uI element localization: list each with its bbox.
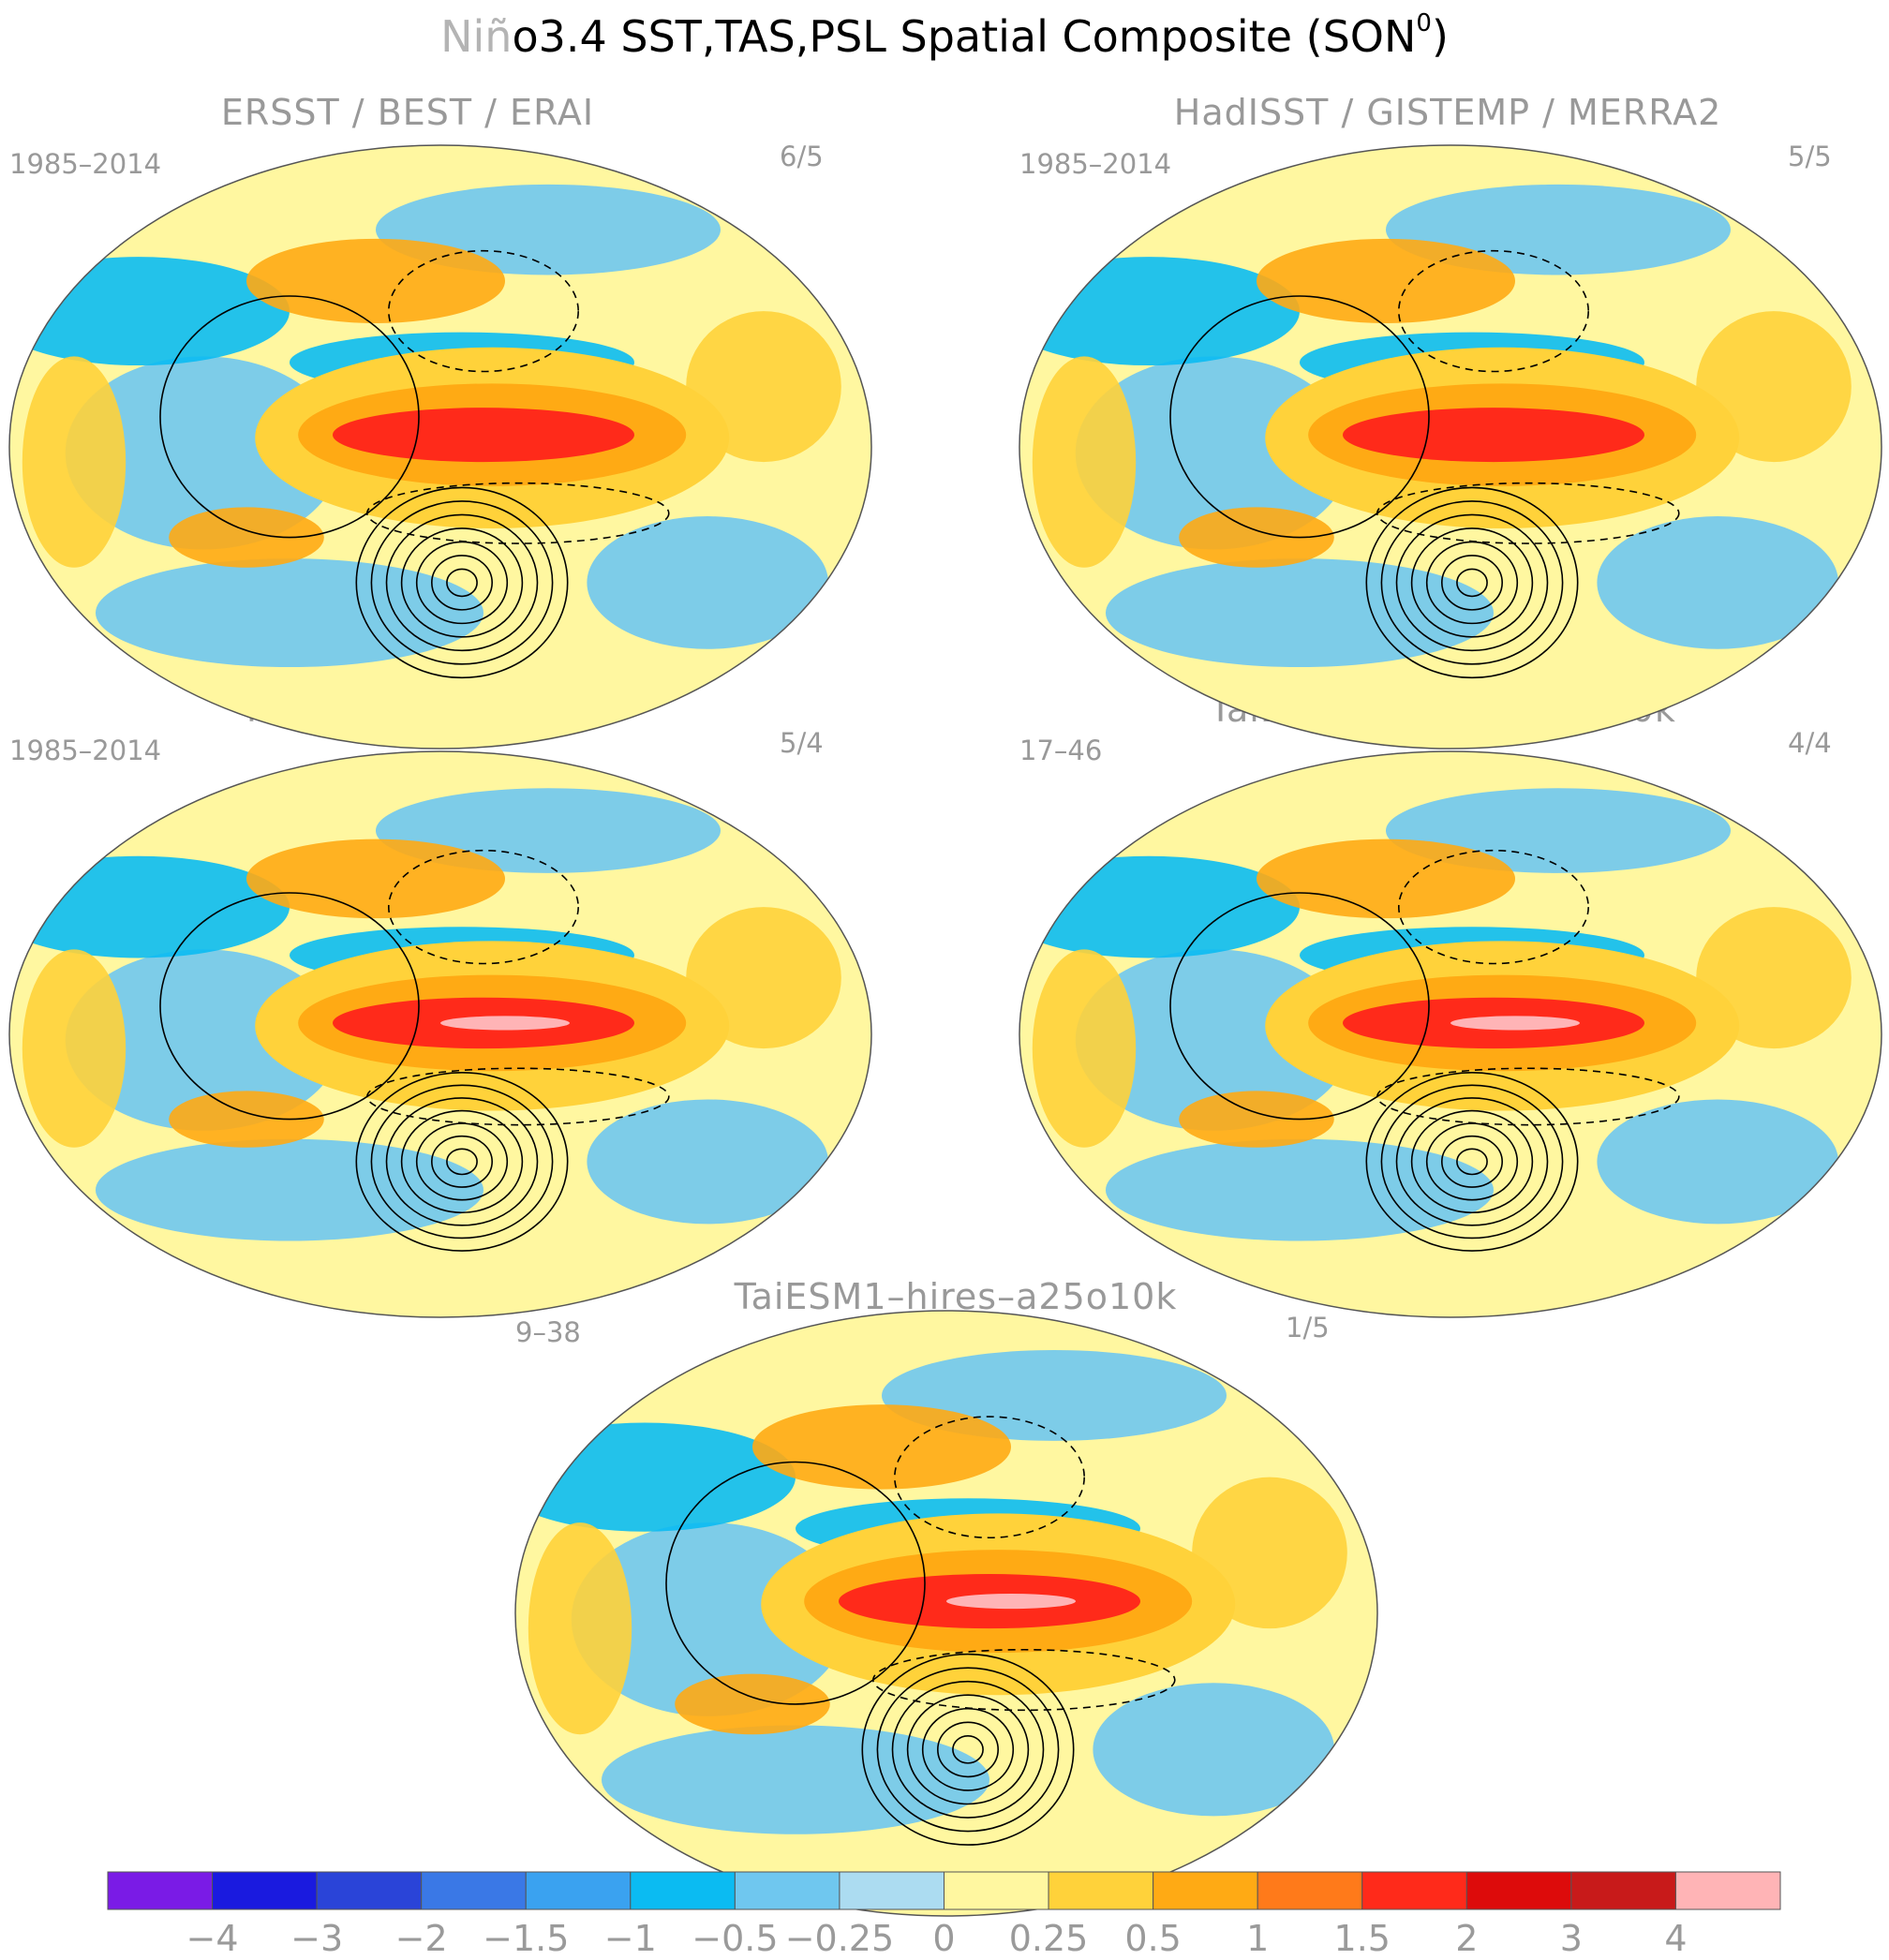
- colorbar-swatch: [212, 1871, 318, 1910]
- colorbar-tick-label: −2: [395, 1918, 448, 1959]
- colorbar-tick-label: −0.25: [785, 1918, 894, 1959]
- map-panel-4: [1019, 751, 1882, 1317]
- colorbar-tick-label: 4: [1664, 1918, 1687, 1959]
- panel-5-years: 9–38: [515, 1316, 581, 1348]
- colorbar-swatch: [944, 1871, 1049, 1910]
- colorbar-tick-label: 3: [1560, 1918, 1583, 1959]
- colorbar-swatch: [1570, 1871, 1676, 1910]
- colorbar-swatch: [525, 1871, 632, 1910]
- colorbar-swatch: [1257, 1871, 1363, 1910]
- panel-1-count: 6/5: [780, 141, 824, 172]
- map-panel-2: [1019, 145, 1882, 749]
- map-outline: [8, 750, 872, 1318]
- colorbar-swatch: [1048, 1871, 1154, 1910]
- map-panel-3: [9, 751, 871, 1317]
- colorbar-swatch: [734, 1871, 840, 1910]
- colorbar-tick-label: −1: [604, 1918, 657, 1959]
- map-outline: [1019, 750, 1882, 1318]
- colorbar-tick-label: 0.25: [1009, 1918, 1089, 1959]
- panel-1-title: ERSST / BEST / ERAI: [220, 92, 595, 133]
- colorbar-tick-label: −4: [186, 1918, 239, 1959]
- panel-2-years: 1985–2014: [1019, 148, 1172, 180]
- panel-5-count: 1/5: [1286, 1312, 1330, 1344]
- colorbar-tick-label: 2: [1455, 1918, 1478, 1959]
- main-title: Niño3.4 SST,TAS,PSL Spatial Composite (S…: [440, 9, 1449, 62]
- panel-4-years: 17–46: [1019, 735, 1103, 766]
- map-outline: [514, 1310, 1378, 1917]
- colorbar-swatch: [1153, 1871, 1258, 1910]
- panel-4-count: 4/4: [1788, 727, 1832, 759]
- panel-3-years: 1985–2014: [9, 735, 162, 766]
- map-panel-1: [9, 145, 871, 749]
- colorbar-tick-label: −1.5: [483, 1918, 569, 1959]
- colorbar-swatch: [1361, 1871, 1467, 1910]
- panel-2-title: HadISST / GISTEMP / MERRA2: [1173, 92, 1722, 133]
- panel-1-years: 1985–2014: [9, 148, 162, 180]
- map-outline: [1019, 144, 1882, 750]
- colorbar-swatch: [1674, 1871, 1781, 1910]
- colorbar-swatch: [630, 1871, 736, 1910]
- colorbar-swatch: [316, 1871, 423, 1910]
- colorbar-swatch: [107, 1871, 214, 1910]
- panel-2-count: 5/5: [1788, 141, 1832, 172]
- panel-3-count: 5/4: [780, 727, 824, 759]
- colorbar-tick-label: 0.5: [1124, 1918, 1181, 1959]
- colorbar-tick-label: −3: [290, 1918, 343, 1959]
- map-outline: [8, 144, 872, 750]
- colorbar-tick-label: 1: [1246, 1918, 1269, 1959]
- map-panel-5: [515, 1311, 1377, 1916]
- colorbar-swatch: [1465, 1871, 1572, 1910]
- colorbar-tick-label: 1.5: [1334, 1918, 1391, 1959]
- colorbar-tick-label: −0.5: [692, 1918, 778, 1959]
- colorbar-tick-label: 0: [932, 1918, 955, 1959]
- colorbar-swatch: [839, 1871, 944, 1910]
- colorbar-swatch: [421, 1871, 527, 1910]
- colorbar: −4 −3 −2 −1.5 −1 −0.5 −0.25 0 0.25 0.5 1 1.5 2 3 4: [107, 1871, 1781, 1959]
